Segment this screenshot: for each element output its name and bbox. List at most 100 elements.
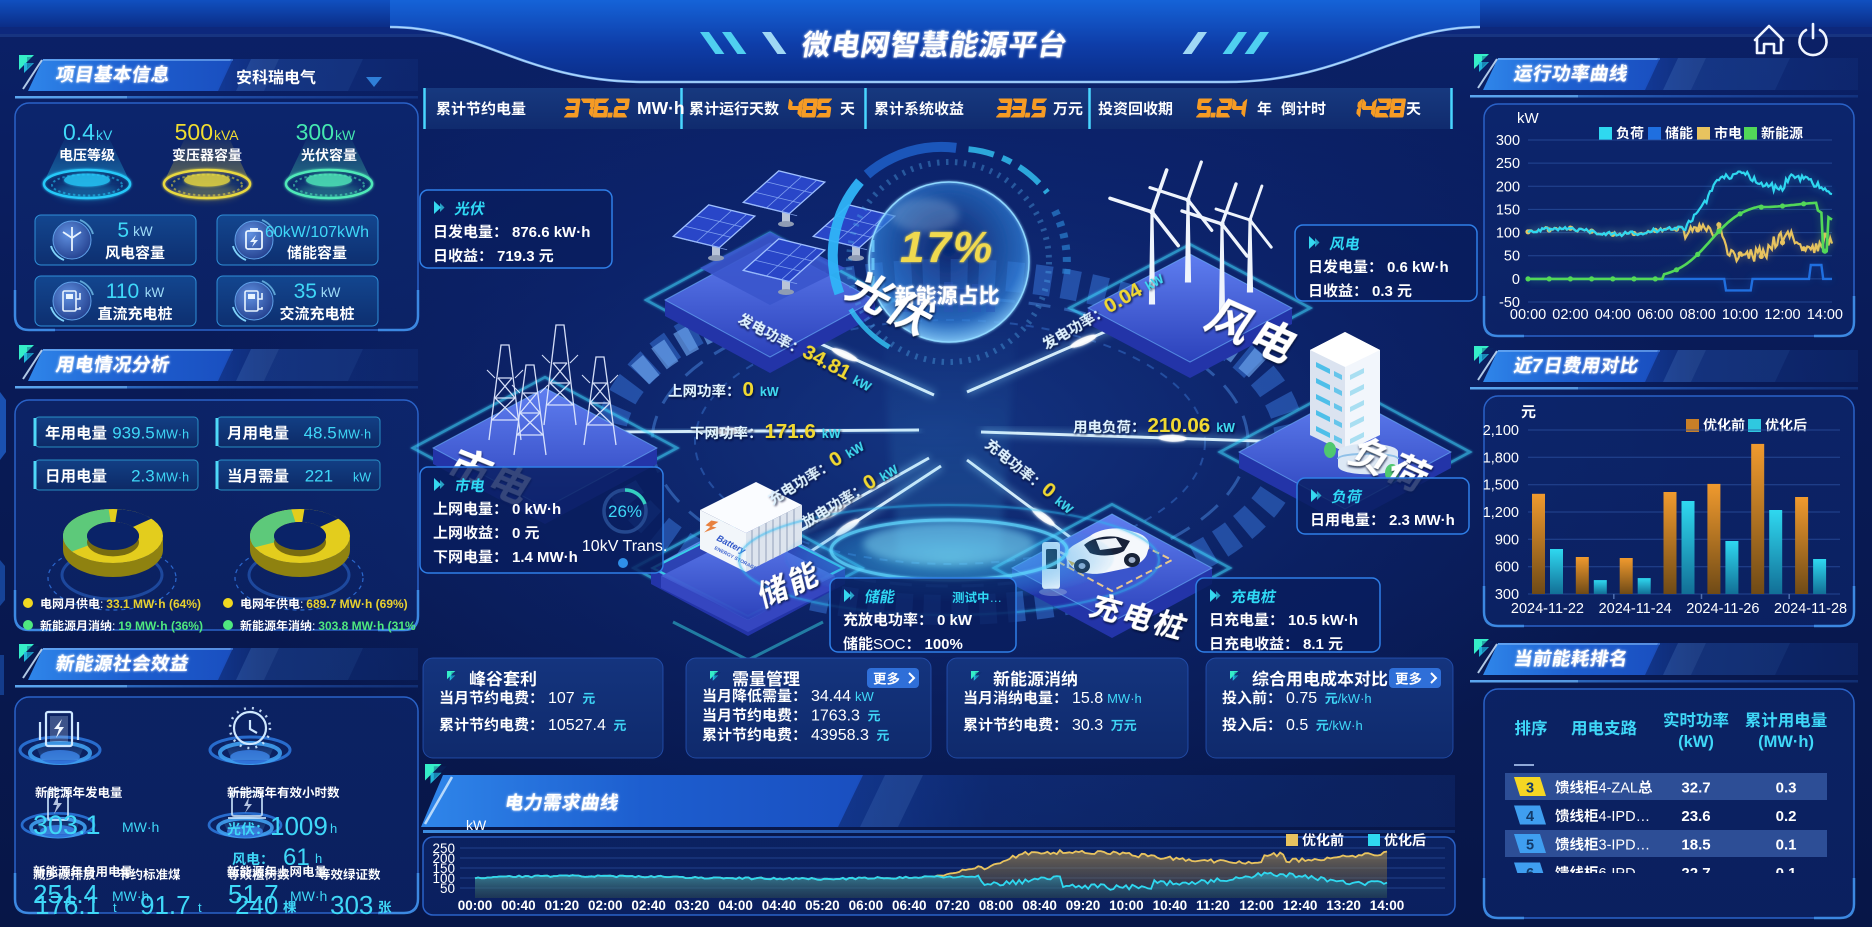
svg-text:34.44: 34.44 [811, 688, 851, 705]
svg-text:09:20: 09:20 [1066, 898, 1101, 913]
svg-text:7: 7 [1532, 355, 1544, 376]
svg-text:0.3: 0.3 [1776, 780, 1797, 797]
svg-text:1,800: 1,800 [1483, 450, 1519, 466]
svg-text:303.1: 303.1 [33, 810, 101, 840]
svg-text:50: 50 [1504, 249, 1520, 265]
svg-text:kW: kW [1517, 110, 1540, 127]
svg-text::: : [312, 619, 315, 633]
svg-text:18.5: 18.5 [1681, 837, 1710, 854]
svg-text:kW: kW [855, 689, 875, 704]
svg-text:0.75: 0.75 [1286, 690, 1317, 707]
svg-text:kW: kW [321, 285, 341, 300]
svg-text:250: 250 [1496, 156, 1520, 172]
svg-text:4-ZAL: 4-ZAL [1599, 781, 1639, 797]
svg-text:08:40: 08:40 [1022, 898, 1057, 913]
svg-text:00:00: 00:00 [1510, 307, 1546, 323]
svg-text:00:00: 00:00 [458, 898, 493, 913]
svg-text:10kV Trans.: 10kV Trans. [582, 538, 667, 555]
svg-text:200: 200 [433, 851, 456, 866]
svg-text:12:00: 12:00 [1239, 898, 1274, 913]
svg-text:-50: -50 [1499, 295, 1520, 311]
svg-text:07:20: 07:20 [935, 898, 970, 913]
svg-text:150: 150 [433, 861, 456, 876]
svg-text:48.5: 48.5 [304, 424, 337, 443]
svg-text:/kW·h: /kW·h [1329, 718, 1363, 733]
svg-text:kW: kW [133, 224, 153, 239]
svg-text:171.6: 171.6 [765, 420, 816, 443]
svg-text:MW·h: MW·h [338, 428, 371, 442]
svg-text:kVA: kVA [214, 127, 239, 143]
svg-text::: : [300, 597, 303, 611]
svg-text:04:40: 04:40 [762, 898, 797, 913]
svg-text:10:00: 10:00 [1109, 898, 1144, 913]
svg-text:500: 500 [175, 119, 213, 145]
svg-text:900: 900 [1495, 532, 1519, 548]
svg-text:303: 303 [330, 890, 373, 920]
svg-text:300: 300 [1496, 133, 1520, 149]
svg-text:t: t [198, 900, 202, 915]
svg-text:04:00: 04:00 [1595, 307, 1631, 323]
svg-text:MW·h: MW·h [290, 888, 327, 904]
svg-text:0 kW: 0 kW [937, 612, 973, 629]
svg-text:(MW·h): (MW·h) [1758, 733, 1814, 751]
svg-text:/kW·h: /kW·h [1338, 691, 1372, 706]
svg-text:51.7: 51.7 [228, 879, 279, 909]
svg-text:1,200: 1,200 [1483, 505, 1519, 521]
svg-text:06:40: 06:40 [892, 898, 927, 913]
svg-text:2.3 MW·h: 2.3 MW·h [1389, 512, 1455, 529]
svg-text:300: 300 [296, 119, 334, 145]
svg-text:251.4: 251.4 [33, 879, 98, 909]
svg-text:02:40: 02:40 [631, 898, 666, 913]
svg-text:01:20: 01:20 [545, 898, 580, 913]
svg-text:2024-11-28: 2024-11-28 [1774, 601, 1847, 617]
svg-text:kW: kW [353, 471, 371, 485]
svg-text:MW·h: MW·h [122, 819, 159, 835]
svg-text:08:00: 08:00 [979, 898, 1014, 913]
svg-text:2024-11-24: 2024-11-24 [1599, 601, 1672, 617]
svg-text:…: … [990, 591, 1003, 605]
svg-text:MW·h: MW·h [1107, 691, 1142, 706]
svg-text:19 MW·h (36%): 19 MW·h (36%) [118, 619, 203, 633]
svg-text:5: 5 [117, 219, 129, 242]
svg-text:1009: 1009 [270, 811, 328, 841]
svg-text::: : [112, 619, 115, 633]
svg-text:107: 107 [548, 690, 575, 707]
svg-text:2,100: 2,100 [1483, 423, 1519, 439]
svg-text:h: h [315, 851, 322, 866]
svg-text:876.6 kW·h: 876.6 kW·h [512, 224, 590, 241]
svg-text:SOC: SOC [873, 636, 906, 653]
svg-text:0.1: 0.1 [1776, 865, 1797, 882]
svg-text:221: 221 [305, 467, 333, 486]
svg-text:0.6 kW·h: 0.6 kW·h [1387, 259, 1449, 276]
svg-text:06:00: 06:00 [849, 898, 884, 913]
svg-text:250: 250 [433, 841, 456, 856]
svg-text:02:00: 02:00 [588, 898, 623, 913]
svg-text:12:00: 12:00 [1764, 307, 1800, 323]
svg-text:13:20: 13:20 [1326, 898, 1361, 913]
svg-text:600: 600 [1495, 560, 1519, 576]
svg-text:kW: kW [335, 127, 356, 143]
svg-text:kW: kW [760, 385, 779, 399]
svg-text:5: 5 [1526, 838, 1534, 854]
svg-text:02:00: 02:00 [1552, 307, 1588, 323]
svg-text:32.7: 32.7 [1681, 780, 1710, 797]
svg-text:22.7: 22.7 [1681, 865, 1710, 882]
svg-text:150: 150 [1496, 202, 1520, 218]
svg-text:26%: 26% [608, 502, 642, 521]
svg-text:1,500: 1,500 [1483, 478, 1519, 494]
svg-text:12:40: 12:40 [1283, 898, 1318, 913]
svg-text:50: 50 [440, 881, 455, 896]
svg-text:00:40: 00:40 [501, 898, 536, 913]
svg-text:0 kW·h: 0 kW·h [512, 501, 561, 518]
svg-text:0.2: 0.2 [1776, 808, 1797, 825]
svg-text:10:00: 10:00 [1722, 307, 1758, 323]
svg-text:43958.3: 43958.3 [811, 727, 869, 744]
svg-text:kW: kW [1216, 421, 1235, 435]
svg-text:300: 300 [1495, 587, 1519, 603]
svg-text:8.1: 8.1 [1303, 636, 1324, 653]
svg-text:210.06: 210.06 [1148, 414, 1211, 437]
svg-text:6: 6 [1526, 866, 1534, 882]
svg-text:t: t [113, 900, 117, 915]
svg-text:0.4: 0.4 [63, 119, 95, 145]
svg-text:240: 240 [235, 890, 278, 920]
